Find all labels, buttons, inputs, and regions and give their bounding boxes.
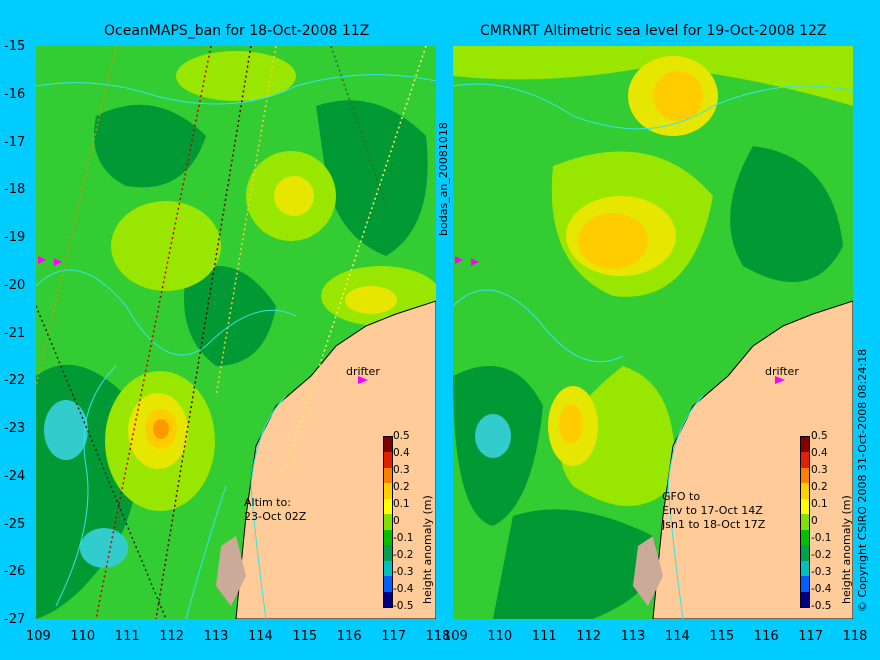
left-altim-line1: Altim to: <box>244 496 291 509</box>
colorbar-tick-label: 0.5 <box>393 430 410 442</box>
colorbar-tick-label: -0.1 <box>811 532 832 544</box>
y-tick-label: -15 <box>4 39 26 54</box>
x-tick-label: 110 <box>70 629 96 644</box>
colorbar-swatch <box>384 437 392 453</box>
y-tick-label: -19 <box>4 230 26 245</box>
colorbar-tick-label: 0.4 <box>811 447 828 459</box>
left-colorbar-title: height anomaly (m) <box>421 495 434 604</box>
right-drifter-label: drifter <box>765 365 799 378</box>
colorbar-tick-label: -0.4 <box>811 583 832 595</box>
colorbar-swatch <box>801 437 809 453</box>
right-colorbar <box>800 436 810 608</box>
x-tick-label: 114 <box>665 629 690 644</box>
colorbar-tick-label: 0.2 <box>811 481 828 493</box>
colorbar-tick-label: -0.3 <box>811 566 832 578</box>
colorbar-tick-label: 0.5 <box>811 430 828 442</box>
left-map <box>36 46 436 619</box>
colorbar-tick-label: -0.4 <box>393 583 414 595</box>
x-tick-label: 111 <box>531 629 557 644</box>
colorbar-swatch <box>384 498 392 515</box>
y-tick-label: -23 <box>4 421 26 436</box>
x-tick-label: 110 <box>487 629 513 644</box>
colorbar-swatch <box>801 498 809 515</box>
x-tick-label: 117 <box>798 629 824 644</box>
colorbar-tick-label: -0.2 <box>393 549 414 561</box>
right-gfo-line2: Env to 17-Oct 14Z <box>662 504 763 517</box>
y-tick-label: -21 <box>4 325 26 341</box>
y-tick-label: -25 <box>4 516 26 532</box>
colorbar-swatch <box>384 591 392 607</box>
colorbar-tick-label: 0 <box>393 515 400 527</box>
colorbar-swatch <box>384 483 392 499</box>
colorbar-swatch <box>801 483 809 499</box>
y-tick-label: -16 <box>4 86 26 102</box>
x-tick-label: 118 <box>425 629 451 644</box>
run-id-label: bodas_an_20081018 <box>437 122 450 236</box>
copyright-label: © Copyright CSIRO 2008 31-Oct-2008 08:24… <box>856 348 869 612</box>
x-tick-label: 117 <box>381 629 407 644</box>
x-tick-label: 113 <box>203 629 229 644</box>
y-tick-label: -17 <box>4 134 26 150</box>
colorbar-swatch <box>801 529 809 546</box>
colorbar-swatch <box>384 467 392 484</box>
x-tick-label: 109 <box>443 629 468 644</box>
y-tick-label: -27 <box>4 612 26 627</box>
colorbar-tick-label: -0.2 <box>811 549 832 561</box>
y-tick-label: -22 <box>4 373 26 389</box>
x-tick-label: 112 <box>159 629 185 644</box>
x-tick-label: 112 <box>576 629 602 644</box>
left-map-title: OceanMAPS_ban for 18-Oct-2008 11Z <box>104 23 370 39</box>
colorbar-swatch <box>801 545 809 561</box>
colorbar-swatch <box>384 545 392 561</box>
colorbar-tick-label: -0.5 <box>811 600 832 612</box>
x-tick-label: 114 <box>248 629 273 644</box>
colorbar-swatch <box>801 452 809 468</box>
colorbar-swatch <box>384 514 392 530</box>
colorbar-tick-label: 0 <box>811 515 818 527</box>
right-gfo-line3: Jsn1 to 18-Oct 17Z <box>662 518 766 531</box>
y-tick-label: -18 <box>4 182 26 198</box>
right-gfo-line1: GFO to <box>662 490 701 503</box>
colorbar-tick-label: 0.1 <box>393 498 410 510</box>
x-tick-label: 111 <box>114 629 140 644</box>
colorbar-swatch <box>384 560 392 577</box>
x-tick-label: 113 <box>620 629 646 644</box>
colorbar-tick-label: -0.1 <box>393 532 414 544</box>
colorbar-tick-label: -0.5 <box>393 600 414 612</box>
left-altim-line2: 23-Oct 02Z <box>244 510 307 523</box>
right-map-title: CMRNRT Altimetric sea level for 19-Oct-2… <box>480 23 827 39</box>
x-tick-label: 115 <box>292 629 318 644</box>
colorbar-swatch <box>801 560 809 577</box>
colorbar-tick-label: 0.3 <box>393 464 410 476</box>
x-tick-label: 118 <box>842 629 868 644</box>
x-tick-label: 116 <box>753 629 779 644</box>
colorbar-tick-label: -0.3 <box>393 566 414 578</box>
colorbar-tick-label: 0.4 <box>393 447 410 459</box>
right-colorbar-title: height anomaly (m) <box>840 495 853 604</box>
colorbar-swatch <box>384 452 392 468</box>
y-tick-label: -20 <box>4 277 26 293</box>
y-tick-label: -26 <box>4 564 26 580</box>
x-tick-label: 116 <box>336 629 362 644</box>
colorbar-swatch <box>801 591 809 607</box>
colorbar-swatch <box>384 529 392 546</box>
right-map <box>453 46 853 619</box>
left-colorbar <box>383 436 393 608</box>
colorbar-swatch <box>801 514 809 530</box>
colorbar-tick-label: 0.2 <box>393 481 410 493</box>
x-tick-label: 109 <box>26 629 51 644</box>
colorbar-tick-label: 0.3 <box>811 464 828 476</box>
x-tick-label: 115 <box>709 629 735 644</box>
colorbar-tick-label: 0.1 <box>811 498 828 510</box>
colorbar-swatch <box>384 576 392 592</box>
colorbar-swatch <box>801 467 809 484</box>
colorbar-swatch <box>801 576 809 592</box>
y-tick-label: -24 <box>4 468 26 484</box>
left-drifter-label: drifter <box>346 365 380 378</box>
